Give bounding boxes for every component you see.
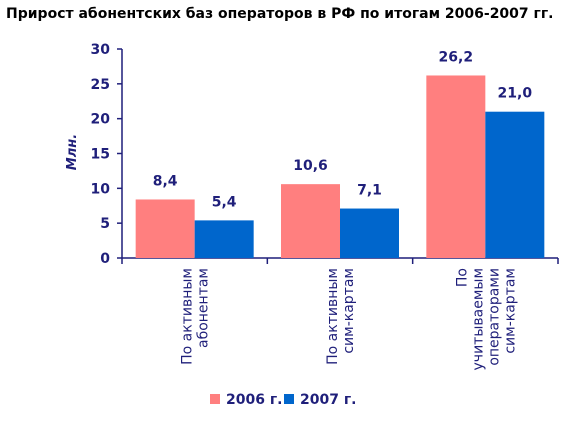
data-label: 26,2 bbox=[439, 49, 474, 65]
y-tick-label: 25 bbox=[91, 77, 110, 93]
legend-label: 2007 г. bbox=[300, 392, 356, 408]
bar bbox=[340, 208, 399, 258]
category-label-line: абонентам bbox=[196, 268, 212, 348]
y-tick-label: 20 bbox=[91, 112, 111, 128]
category-label-line: По активным bbox=[325, 268, 341, 365]
y-tick-label: 15 bbox=[91, 147, 110, 163]
bar bbox=[281, 184, 340, 258]
bar bbox=[485, 111, 545, 258]
category-label-line: сим-картам bbox=[502, 268, 518, 354]
y-axis-title: Млн. bbox=[65, 134, 80, 170]
y-tick-label: 5 bbox=[100, 216, 110, 232]
category-label: По активным сим-картам bbox=[325, 268, 357, 365]
bar bbox=[194, 220, 254, 258]
chart-bars bbox=[135, 75, 545, 259]
data-label: 7,1 bbox=[357, 183, 382, 199]
category-label-line: учитываемым bbox=[470, 268, 486, 370]
data-label: 8,4 bbox=[153, 173, 178, 189]
data-label: 10,6 bbox=[293, 158, 328, 174]
bar bbox=[426, 75, 486, 259]
category-label-line: По активным bbox=[180, 268, 196, 365]
bar bbox=[135, 199, 195, 258]
legend-label: 2006 г. bbox=[226, 392, 282, 408]
y-tick-label: 0 bbox=[100, 251, 110, 267]
chart-legend: 2006 г. 2007 г. bbox=[210, 392, 356, 408]
data-label: 21,0 bbox=[498, 86, 533, 102]
category-label-line: операторами bbox=[486, 268, 502, 366]
category-label: По учитываемым операторами сим-картам bbox=[454, 268, 518, 370]
y-tick-label: 30 bbox=[91, 42, 111, 58]
category-label: По активным абонентам bbox=[180, 268, 212, 365]
category-label-line: По bbox=[454, 268, 470, 287]
category-label-line: сим-картам bbox=[341, 268, 357, 354]
legend-swatch bbox=[210, 394, 220, 404]
data-label: 5,4 bbox=[212, 194, 237, 210]
y-tick-label: 10 bbox=[91, 181, 111, 197]
chart-title: Прирост абонентских баз операторов в РФ … bbox=[6, 6, 554, 22]
legend-swatch bbox=[284, 394, 294, 404]
